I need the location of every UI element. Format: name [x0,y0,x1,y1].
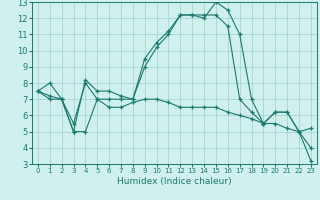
X-axis label: Humidex (Indice chaleur): Humidex (Indice chaleur) [117,177,232,186]
